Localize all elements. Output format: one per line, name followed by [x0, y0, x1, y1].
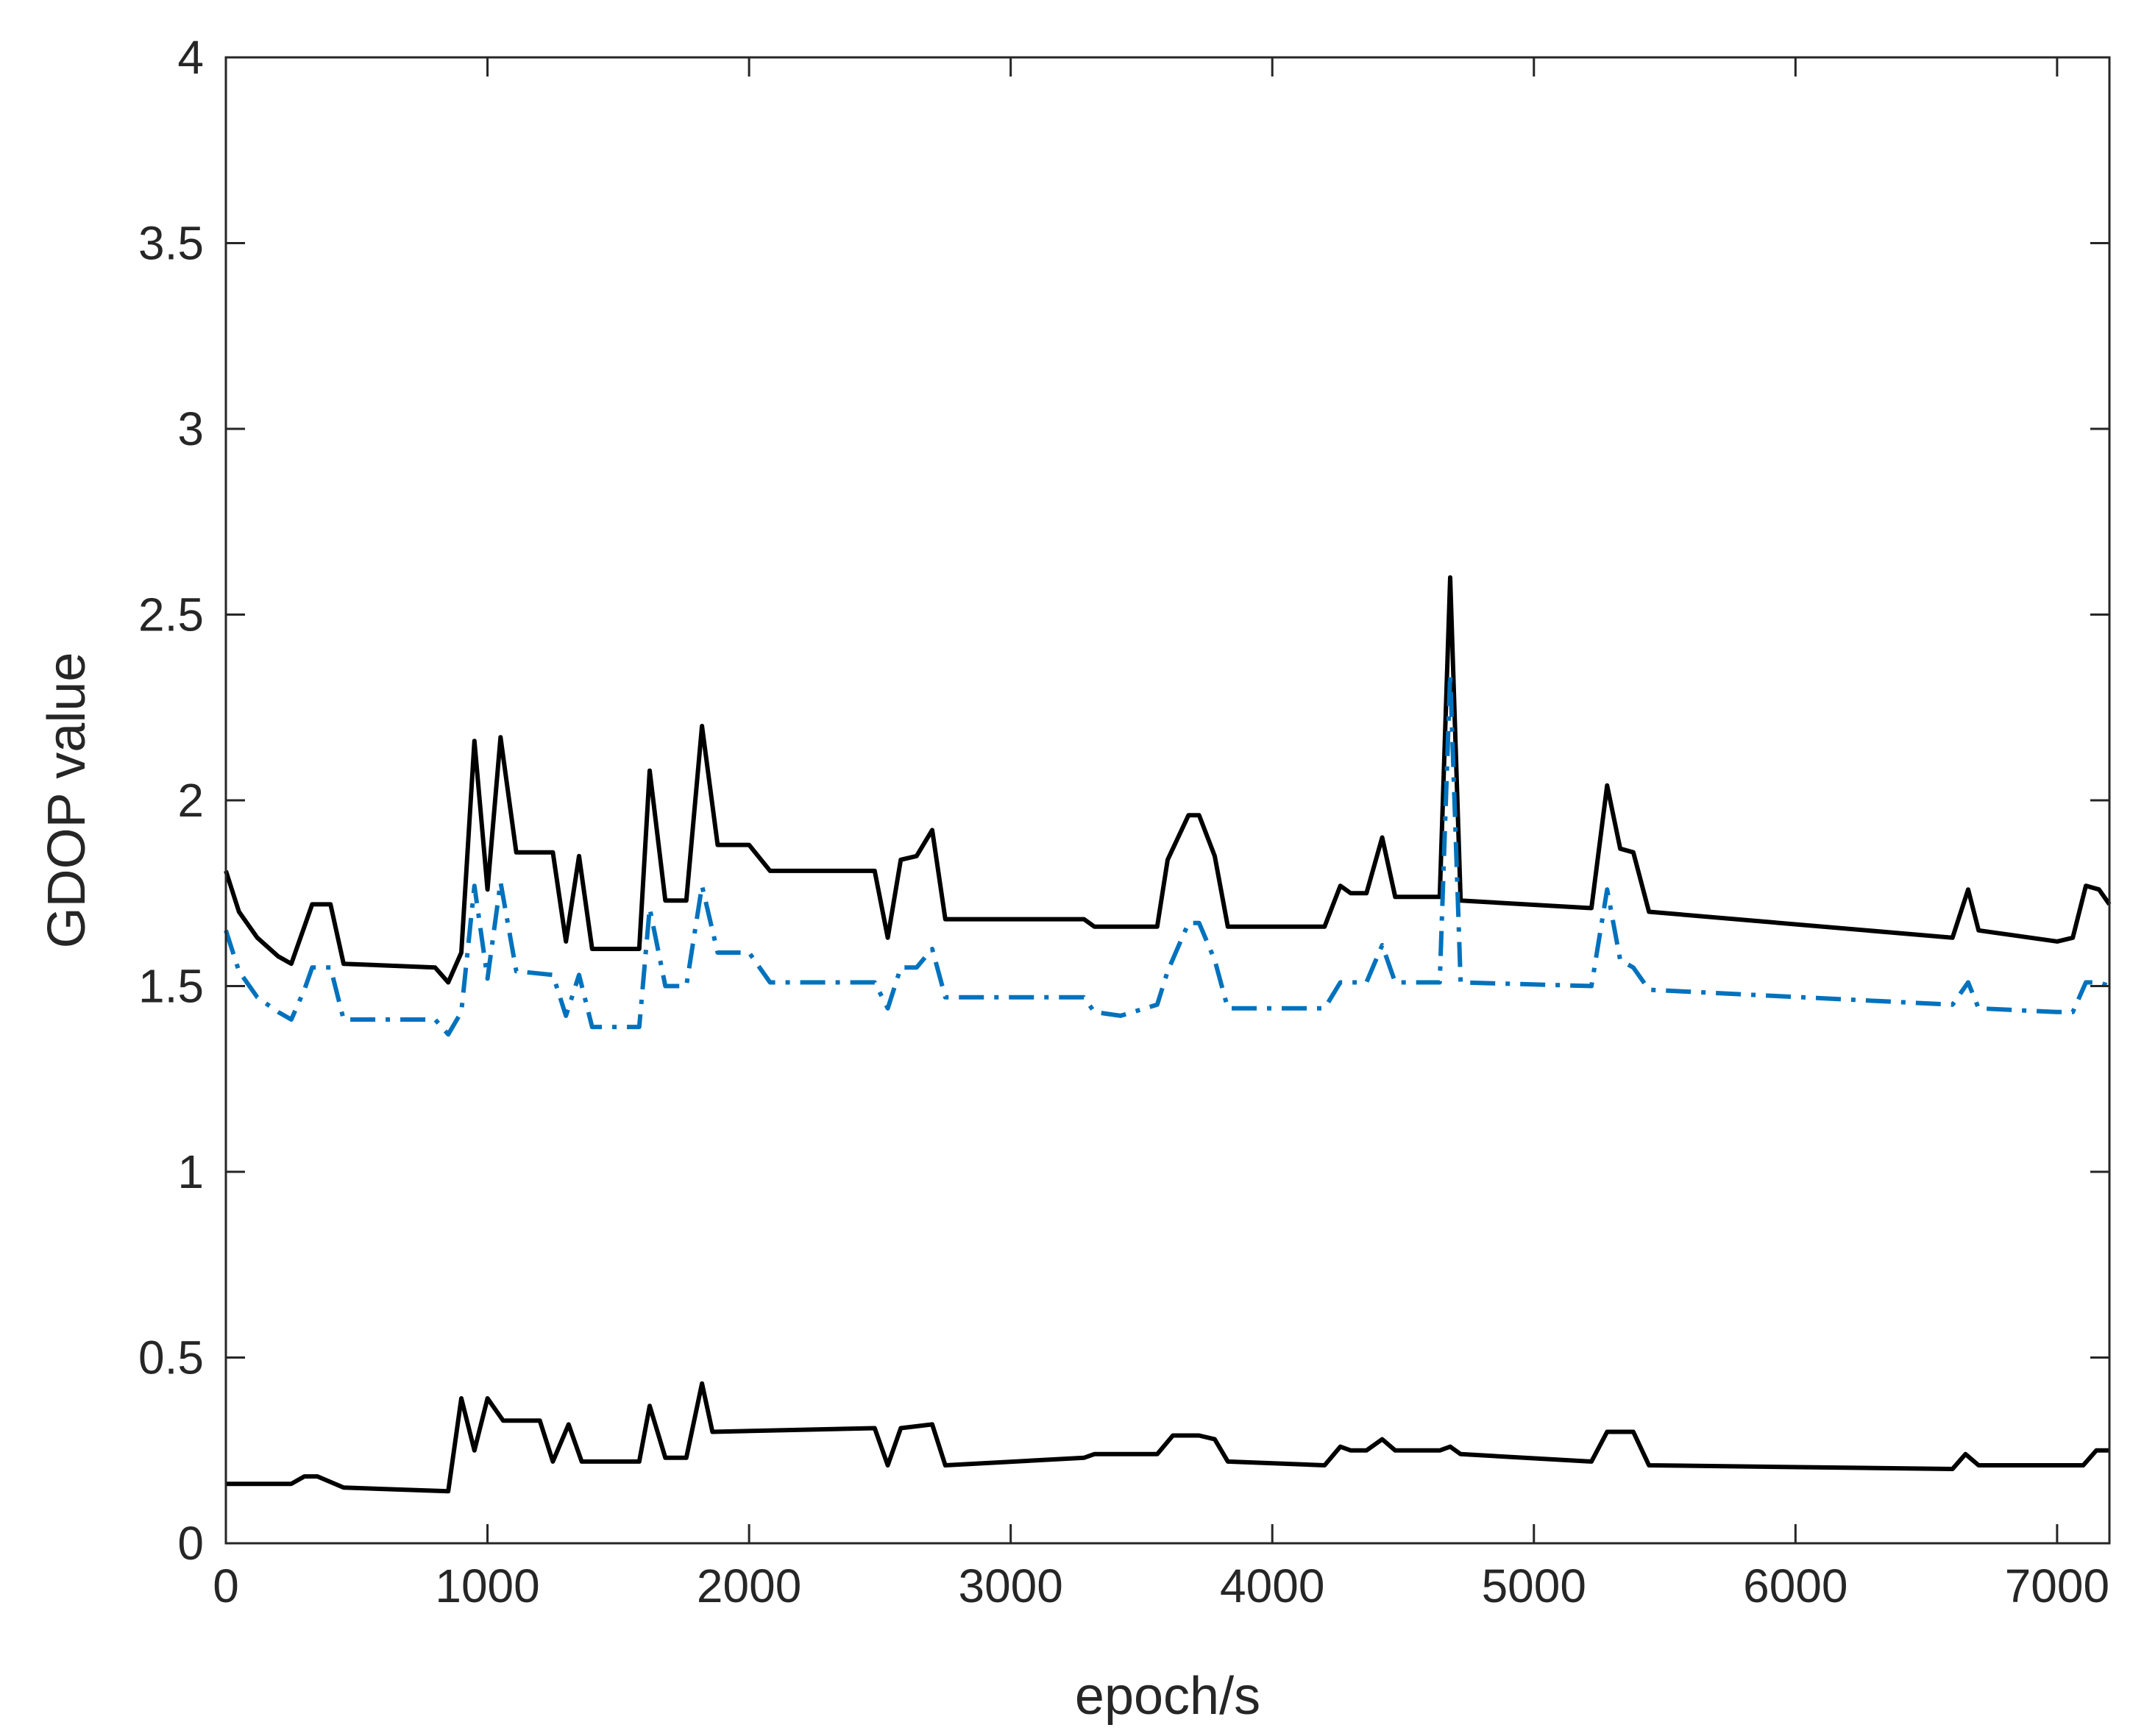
- tick-layer: 0 1000 2000 3000 4000 5000 6000 7000 0 0.5 1 1.5 2 2.…: [138, 31, 2109, 1612]
- x-tick-label: 3000: [958, 1559, 1062, 1612]
- x-tick-label: 1000: [435, 1559, 539, 1612]
- y-tick-label: 1: [177, 1145, 204, 1198]
- x-tick-label: 7000: [2005, 1559, 2109, 1612]
- x-tick-label: 5000: [1482, 1559, 1586, 1612]
- series-line-2: [224, 672, 2110, 1037]
- series-line-1: [224, 575, 2112, 985]
- x-tick-label: 6000: [1743, 1559, 1847, 1612]
- y-tick-label: 0.5: [138, 1331, 204, 1384]
- y-tick-label: 3.5: [138, 217, 204, 270]
- x-tick-label: 4000: [1220, 1559, 1324, 1612]
- y-tick-label: 0: [177, 1517, 204, 1570]
- y-tick-label: 2.5: [138, 588, 204, 641]
- x-tick-label: 0: [213, 1559, 239, 1612]
- y-tick-label: 3: [177, 402, 204, 455]
- y-axis-label: GDOP value: [38, 652, 96, 949]
- series-line-3: [226, 1381, 2109, 1494]
- y-tick-label: 4: [177, 31, 204, 84]
- series-layer: [224, 575, 2112, 1494]
- x-axis-label: epoch/s: [1075, 1667, 1260, 1726]
- y-tick-label: 2: [177, 774, 204, 827]
- axes-box: [224, 56, 2111, 1545]
- y-tick-label: 1.5: [138, 960, 204, 1013]
- x-tick-label: 2000: [697, 1559, 801, 1612]
- plot-area: [226, 57, 2109, 1543]
